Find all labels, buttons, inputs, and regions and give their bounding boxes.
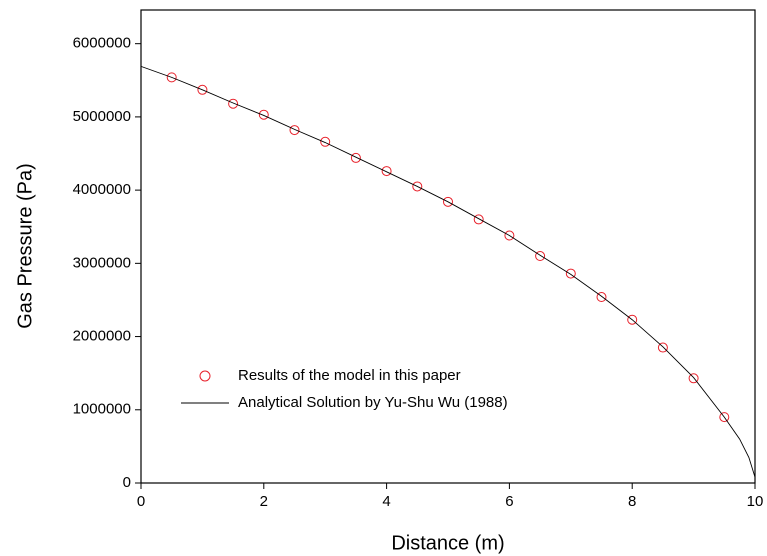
y-tick-label: 2000000 — [73, 328, 131, 345]
data-point — [381, 166, 392, 177]
y-tick-label: 1000000 — [73, 401, 131, 418]
data-point — [197, 84, 208, 95]
legend-label: Results of the model in this paper — [238, 367, 461, 384]
data-point — [657, 342, 668, 353]
y-tick-label: 4000000 — [73, 181, 131, 198]
data-point — [166, 72, 177, 83]
x-tick-label: 10 — [747, 493, 764, 510]
y-tick-label: 5000000 — [73, 108, 131, 125]
data-point — [565, 268, 576, 279]
y-tick-label: 0 — [123, 474, 131, 491]
data-point — [596, 292, 607, 303]
x-tick-label: 4 — [382, 493, 390, 510]
legend-symbol — [199, 370, 211, 382]
x-tick-label: 2 — [260, 493, 268, 510]
x-tick-label: 0 — [137, 493, 145, 510]
data-point — [473, 214, 484, 225]
data-point — [350, 152, 361, 163]
data-point — [688, 373, 699, 384]
data-point — [535, 251, 546, 262]
data-point — [443, 196, 453, 207]
data-point — [412, 181, 423, 192]
x-tick-label: 8 — [628, 493, 636, 510]
data-point — [719, 412, 730, 423]
y-tick-label: 3000000 — [73, 254, 131, 271]
plot-frame — [140, 9, 756, 484]
data-point — [504, 230, 515, 241]
x-tick-label: 6 — [505, 493, 513, 510]
x-axis-label: Distance (m) — [391, 532, 504, 554]
data-point — [627, 314, 638, 325]
legend-label: Analytical Solution by Yu-Shu Wu (1988) — [238, 394, 508, 411]
data-point — [258, 109, 269, 120]
data-point — [289, 125, 300, 136]
data-point — [228, 98, 239, 109]
y-tick-label: 6000000 — [73, 35, 131, 52]
data-point — [320, 136, 331, 147]
y-axis-label: Gas Pressure (Pa) — [14, 163, 36, 329]
data-line — [140, 65, 756, 478]
